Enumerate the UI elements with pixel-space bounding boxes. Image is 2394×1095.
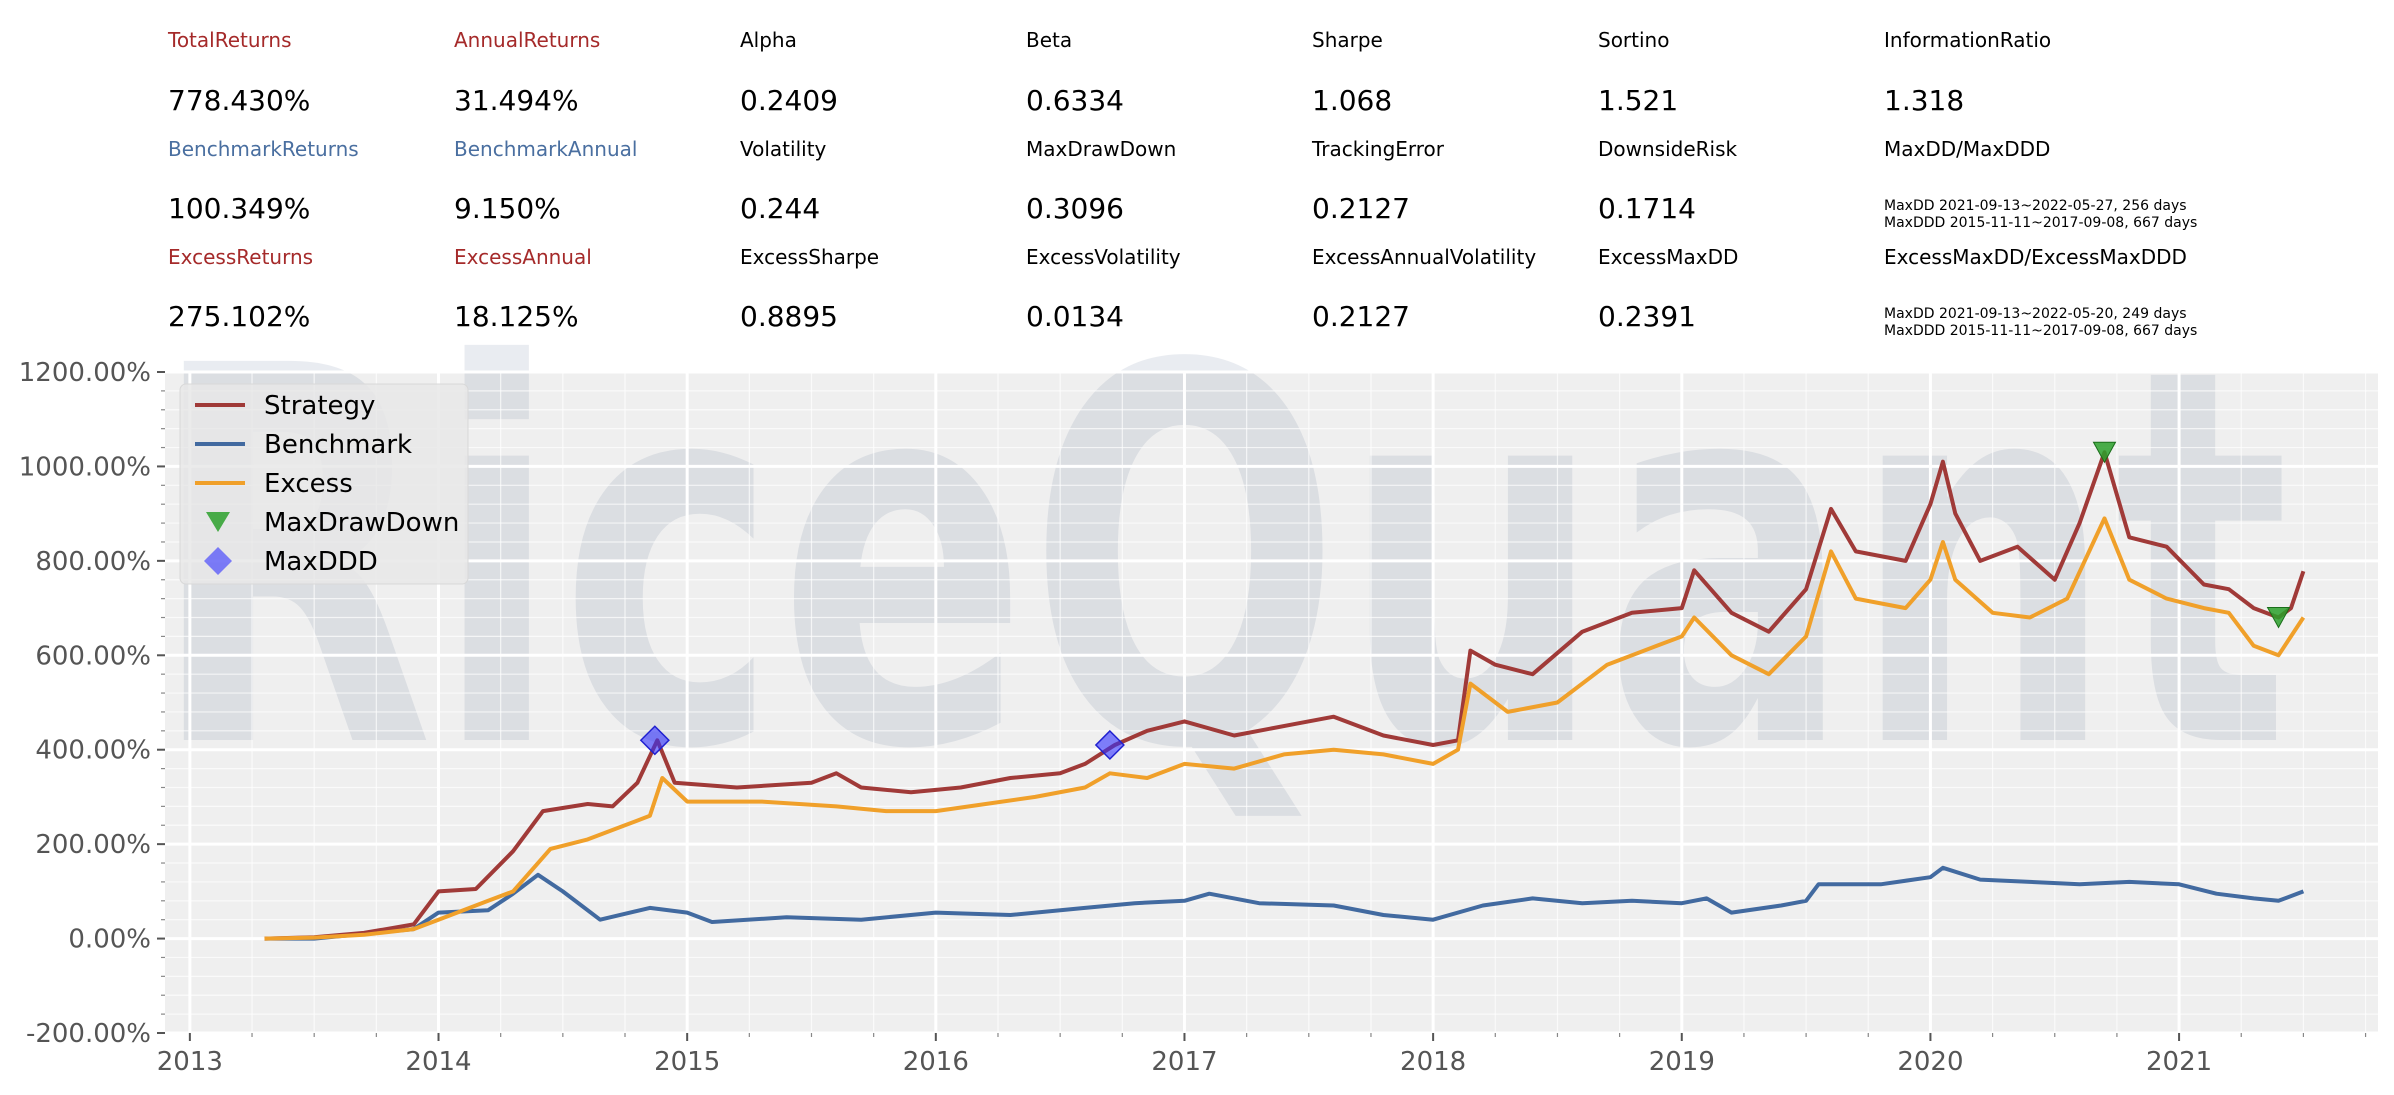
y-tick-label: 0.00% bbox=[68, 925, 151, 955]
stat-label: Beta bbox=[1026, 28, 1073, 52]
x-tick-label: 2015 bbox=[654, 1047, 720, 1077]
stat-value: 275.102% bbox=[168, 300, 311, 333]
stat-note: MaxDD 2021-09-13~2022-05-27, 256 days Ma… bbox=[1884, 198, 2198, 231]
x-tick-label: 2014 bbox=[405, 1047, 471, 1077]
legend: Strategy Benchmark Excess MaxDrawDown MaxDDD bbox=[179, 383, 469, 585]
stat-label: MaxDD/MaxDDD bbox=[1884, 137, 2051, 161]
stat-value: 18.125% bbox=[454, 300, 579, 333]
stat-label: ExcessMaxDD/ExcessMaxDDD bbox=[1884, 245, 2187, 269]
legend-label: MaxDrawDown bbox=[264, 508, 459, 538]
stat-label: AnnualReturns bbox=[454, 28, 601, 52]
stat-label: ExcessAnnual bbox=[454, 245, 592, 269]
stat-value: 0.2127 bbox=[1312, 192, 1410, 225]
x-tick-label: 2020 bbox=[1897, 1047, 1963, 1077]
stat-value: 0.3096 bbox=[1026, 192, 1124, 225]
legend-swatch-diamond bbox=[204, 547, 232, 575]
plot-background bbox=[165, 372, 2378, 1033]
maxddd-marker bbox=[639, 725, 670, 756]
stat-value: 0.8895 bbox=[740, 300, 838, 333]
stat-label: Volatility bbox=[740, 137, 827, 161]
stat-label: TotalReturns bbox=[168, 28, 292, 52]
stat-label: Alpha bbox=[740, 28, 797, 52]
stat-value: 0.6334 bbox=[1026, 84, 1124, 117]
stat-label: Sharpe bbox=[1312, 28, 1383, 52]
series-line-benchmark bbox=[264, 865, 2305, 941]
stat-label: BenchmarkReturns bbox=[168, 137, 359, 161]
y-tick-label: 600.00% bbox=[35, 641, 151, 671]
stat-value: 0.1714 bbox=[1598, 192, 1696, 225]
series-line-excess bbox=[264, 516, 2306, 941]
stat-value: 31.494% bbox=[454, 84, 579, 117]
x-tick-label: 2013 bbox=[157, 1047, 223, 1077]
stat-value: 9.150% bbox=[454, 192, 561, 225]
stat-value: 1.521 bbox=[1598, 84, 1679, 117]
legend-swatch-triangle bbox=[206, 512, 230, 532]
legend-label: MaxDDD bbox=[264, 547, 378, 577]
y-tick-label: 1000.00% bbox=[19, 452, 151, 482]
stat-value: 778.430% bbox=[168, 84, 311, 117]
stat-label: BenchmarkAnnual bbox=[454, 137, 638, 161]
stat-value: 0.2409 bbox=[740, 84, 838, 117]
stat-value: 0.2127 bbox=[1312, 300, 1410, 333]
stat-label: TrackingError bbox=[1312, 137, 1445, 161]
stat-label: ExcessMaxDD bbox=[1598, 245, 1739, 269]
y-tick-label: 200.00% bbox=[35, 830, 151, 860]
stat-label: ExcessVolatility bbox=[1026, 245, 1181, 269]
x-tick-label: 2016 bbox=[903, 1047, 969, 1077]
stat-label: ExcessSharpe bbox=[740, 245, 880, 269]
stat-label: DownsideRisk bbox=[1598, 137, 1738, 161]
legend-label: Excess bbox=[264, 469, 353, 499]
maxddd-marker bbox=[1094, 729, 1125, 761]
legend-label: Strategy bbox=[264, 391, 375, 421]
y-tick-label: -200.00% bbox=[26, 1019, 151, 1049]
maxdrawdown-marker bbox=[2092, 441, 2117, 464]
marker-layer bbox=[639, 441, 2291, 761]
x-tick-label: 2019 bbox=[1649, 1047, 1715, 1077]
stat-value: 0.0134 bbox=[1026, 300, 1124, 333]
x-tick-label: 2021 bbox=[2146, 1047, 2212, 1077]
stat-value: 100.349% bbox=[168, 192, 311, 225]
x-tick-label: 2017 bbox=[1151, 1047, 1217, 1077]
legend-box bbox=[179, 383, 469, 585]
maxdrawdown-marker bbox=[2266, 607, 2291, 629]
x-tick-label: 2018 bbox=[1400, 1047, 1466, 1077]
stat-label: Sortino bbox=[1598, 28, 1670, 52]
y-tick-label: 400.00% bbox=[35, 736, 151, 766]
stat-label: MaxDrawDown bbox=[1026, 137, 1177, 161]
stat-value: 0.2391 bbox=[1598, 300, 1696, 333]
series-layer bbox=[264, 450, 2306, 941]
stat-note: MaxDD 2021-09-13~2022-05-20, 249 days Ma… bbox=[1884, 306, 2198, 339]
legend-label: Benchmark bbox=[264, 430, 412, 460]
stat-value: 0.244 bbox=[740, 192, 821, 225]
stat-label: ExcessReturns bbox=[168, 245, 314, 269]
stat-label: InformationRatio bbox=[1884, 28, 2052, 52]
stat-label: ExcessAnnualVolatility bbox=[1312, 245, 1537, 269]
axes: 2013 2014 2015 2016 2017 2018 2019 2020 2021 -200… bbox=[19, 358, 2367, 1077]
stat-value: 1.318 bbox=[1884, 84, 1965, 117]
stat-value: 1.068 bbox=[1312, 84, 1393, 117]
y-tick-label: 1200.00% bbox=[19, 358, 151, 388]
series-line-strategy bbox=[264, 450, 2306, 941]
stats-panel: TotalReturns 778.430% AnnualReturns 31.494%… bbox=[0, 0, 2394, 360]
y-tick-label: 800.00% bbox=[35, 547, 151, 577]
